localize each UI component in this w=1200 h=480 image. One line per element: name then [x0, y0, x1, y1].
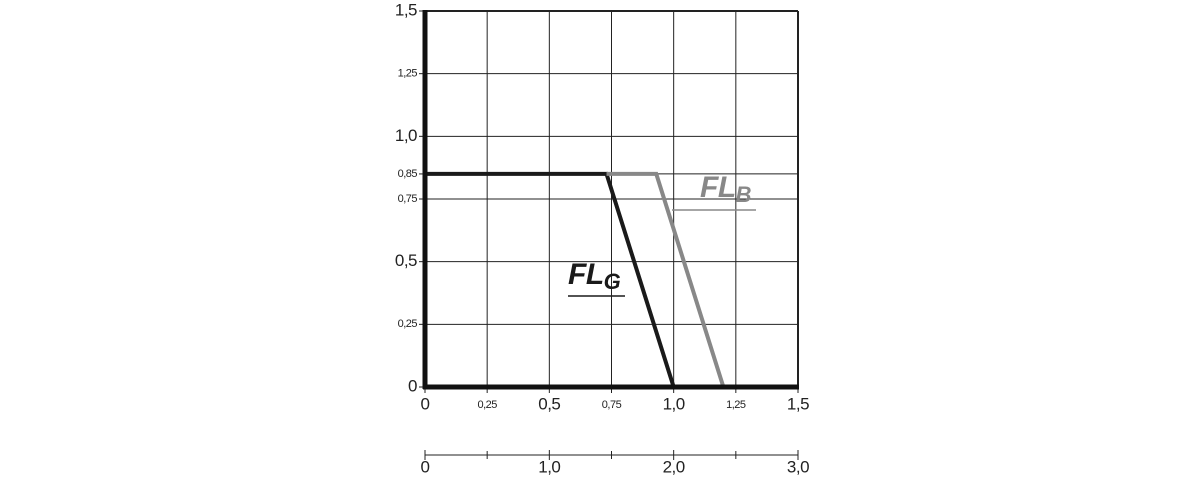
y-tick-label: 0,75: [398, 193, 418, 205]
series-subscript: B: [736, 182, 752, 207]
x2-tick-label: 2,0: [663, 457, 685, 476]
y-tick-label: 1,25: [398, 68, 418, 80]
y-tick-label: 0,85: [398, 168, 418, 180]
x2-tick-label: 0: [421, 457, 430, 476]
y-tick-label: 0,5: [395, 251, 417, 270]
x-tick-label: 0,5: [538, 394, 560, 413]
series-line: [606, 171, 726, 388]
x-tick-label: 1,5: [787, 394, 809, 413]
series-label: FLB: [700, 171, 752, 207]
series-name: FL: [568, 258, 604, 291]
y-tick-label: 1,5: [395, 0, 417, 19]
y-tick-label: 1,0: [395, 126, 417, 145]
series-subscript: G: [604, 269, 621, 294]
x-tick-label: 1,25: [726, 399, 746, 411]
x-tick-label: 0,75: [602, 399, 622, 411]
x2-tick-label: 1,0: [538, 457, 560, 476]
x-tick-label: 1,0: [663, 394, 685, 413]
y-tick-label: 0,25: [398, 318, 418, 330]
series-name: FL: [700, 171, 736, 204]
x2-tick-label: 3,0: [787, 457, 809, 476]
series-label: FLG: [568, 258, 621, 294]
x-tick-label: 0,25: [477, 399, 497, 411]
x-tick-label: 0: [421, 394, 430, 413]
y-tick-label: 0: [408, 376, 417, 395]
